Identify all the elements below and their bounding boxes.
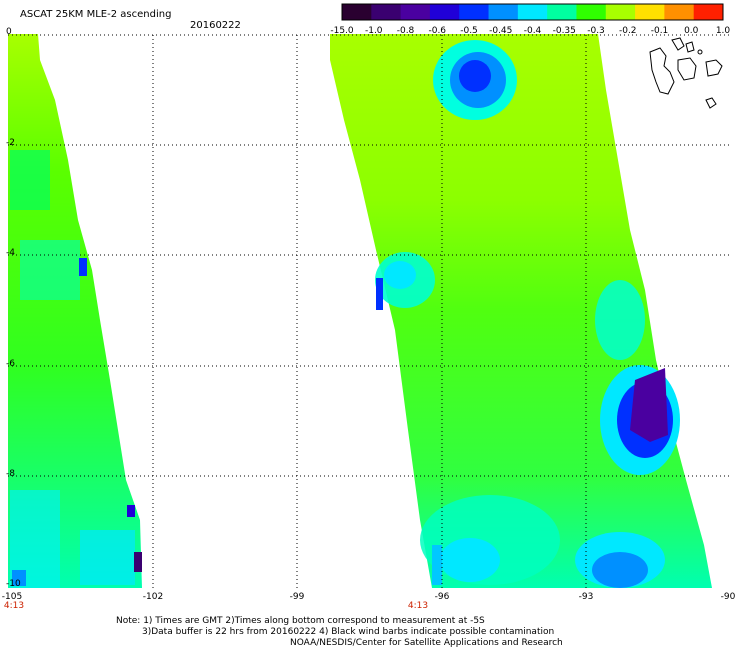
- lon-label-102: -102: [142, 592, 164, 602]
- colorbar-cell: [635, 4, 665, 20]
- colorbar-label: 0.0: [684, 26, 699, 36]
- lon-label-99: -99: [289, 592, 305, 602]
- colorbar-label: -0.35: [552, 26, 576, 36]
- lon-label-90: -90: [720, 592, 736, 602]
- colorbar-cell: [517, 4, 548, 20]
- colorbar-label: -0.45: [489, 26, 513, 36]
- colorbar-cell: [488, 4, 519, 20]
- lon-label-96: -96: [434, 592, 450, 602]
- pass-time-right: 4:13: [407, 601, 429, 611]
- colorbar-cell: [400, 4, 431, 20]
- lat-label-6: -6: [6, 359, 15, 369]
- lat-label-4: -4: [6, 248, 15, 258]
- map-title: ASCAT 25KM MLE-2 ascending: [20, 9, 172, 20]
- colorbar-cell: [371, 4, 402, 20]
- map-date: 20160222: [190, 20, 241, 31]
- colorbar-cell: [342, 4, 372, 20]
- colorbar-cell: [576, 4, 607, 20]
- colorbar-cell: [547, 4, 577, 20]
- colorbar-label: -0.3: [587, 26, 605, 36]
- lat-label-8: -8: [6, 469, 15, 479]
- lon-label-105: -105: [1, 592, 23, 602]
- lat-label-10: -10: [6, 579, 21, 589]
- colorbar-cell: [605, 4, 636, 20]
- lat-lon-grid: [8, 34, 730, 588]
- lat-label-2: -2: [6, 138, 15, 148]
- colorbar-label: -0.5: [460, 26, 478, 36]
- colorbar-label: -0.6: [428, 26, 447, 36]
- swath-left: [8, 34, 142, 588]
- pass-time-left: 4:13: [3, 601, 25, 611]
- colorbar-label: -1.0: [364, 26, 383, 36]
- colorbar-label: 1.0: [715, 26, 731, 36]
- note-line-1: Note: 1) Times are GMT 2)Times along bot…: [116, 616, 485, 626]
- note-line-2: 3)Data buffer is 22 hrs from 20160222 4)…: [142, 627, 555, 637]
- colorbar-cell: [459, 4, 490, 20]
- swath-right: [330, 34, 712, 588]
- colorbar-label: -0.2: [618, 26, 637, 36]
- colorbar-cell: [664, 4, 695, 20]
- lat-label-0: 0: [6, 27, 12, 37]
- colorbar-label: -0.1: [650, 26, 669, 36]
- colorbar-label: -0.8: [396, 26, 415, 36]
- lon-label-93: -93: [578, 592, 594, 602]
- coastline-galapagos: [649, 37, 723, 109]
- colorbar-label: -0.4: [523, 26, 542, 36]
- colorbar-label: -15.0: [330, 26, 354, 36]
- colorbar-cell: [693, 4, 724, 20]
- colorbar: [342, 4, 724, 20]
- colorbar-cell: [429, 4, 460, 20]
- note-line-3: NOAA/NESDIS/Center for Satellite Applica…: [290, 638, 563, 648]
